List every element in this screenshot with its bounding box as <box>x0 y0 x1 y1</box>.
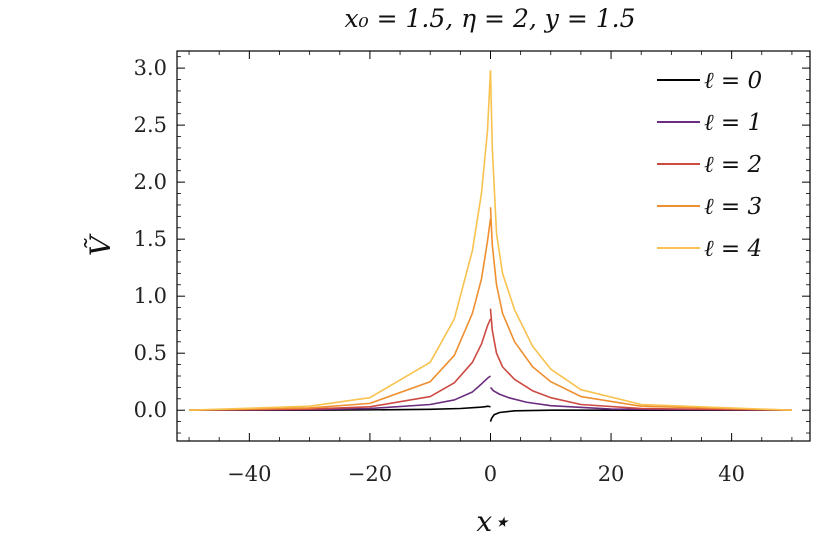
x-tick-label: 20 <box>598 462 625 486</box>
x-tick-label: −40 <box>227 462 271 486</box>
x-tick-label: 40 <box>718 462 745 486</box>
y-tick-label: 0.5 <box>134 341 167 365</box>
axis-ticks: −40 −20 0 20 40 0.0 0.5 1.0 1.5 2.0 2.5 3.0 <box>134 51 810 486</box>
series-line-right-4 <box>489 70 792 412</box>
x-tick-label: 0 <box>484 462 497 486</box>
y-tick-label: 2.5 <box>134 113 167 137</box>
legend-label-4: ℓ = 4 <box>704 236 762 262</box>
series-line-left-0 <box>189 405 491 412</box>
y-tick-label: 1.0 <box>134 284 167 308</box>
plot-frame <box>176 50 811 442</box>
series-line-left-3 <box>189 218 492 412</box>
x-tick-label: −20 <box>348 462 392 486</box>
legend-label-2: ℓ = 2 <box>704 152 762 178</box>
y-tick-label: 2.0 <box>134 170 167 194</box>
chart-title: x₀ = 1.5, η = 2, y = 1.5 <box>345 4 636 33</box>
series-line-left-1 <box>189 375 491 412</box>
y-tick-label: 0.0 <box>134 398 167 422</box>
legend-label-3: ℓ = 3 <box>704 194 762 220</box>
x-axis-label: x⋆ <box>476 505 509 538</box>
y-tick-label: 3.0 <box>134 56 167 80</box>
series-line-right-0 <box>489 409 792 422</box>
plot-area <box>176 50 811 442</box>
legend: ℓ = 0 ℓ = 1 ℓ = 2 ℓ = 3 ℓ = 4 <box>657 68 762 262</box>
series-line-right-3 <box>489 207 792 412</box>
series-line-right-2 <box>489 308 792 412</box>
legend-label-1: ℓ = 1 <box>704 110 762 136</box>
series-line-left-4 <box>189 70 492 412</box>
legend-label-0: ℓ = 0 <box>704 68 762 94</box>
y-tick-label: 1.5 <box>134 227 167 251</box>
series-line-right-1 <box>489 386 792 412</box>
series-lines <box>189 70 792 422</box>
y-axis-label: Ṽ <box>84 233 117 256</box>
series-line-left-2 <box>189 318 492 412</box>
